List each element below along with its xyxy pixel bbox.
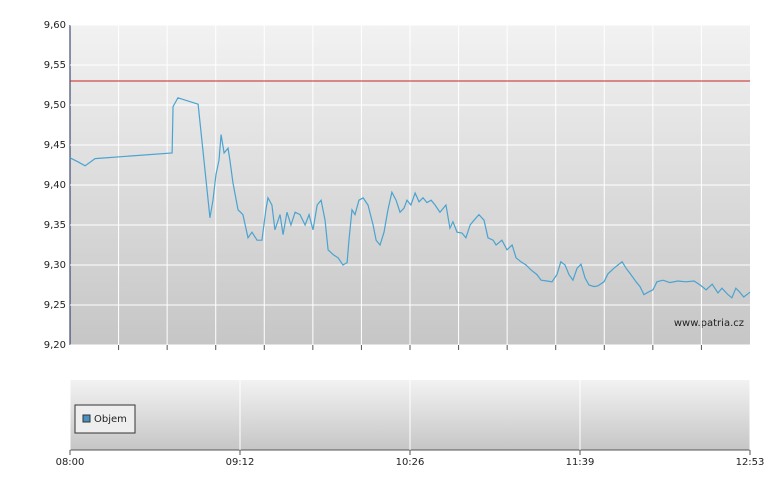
price-line (69, 97, 751, 299)
y-tick-label: 9,60 (44, 20, 66, 31)
legend-label: Objem (94, 414, 127, 425)
y-tick-label: 9,20 (44, 340, 66, 351)
x-tick-label: 12:53 (736, 457, 765, 468)
y-tick-label: 9,35 (44, 220, 66, 231)
y-tick-label: 9,50 (44, 100, 66, 111)
x-tick-label: 09:12 (226, 457, 255, 468)
y-tick-label: 9,30 (44, 260, 66, 271)
watermark: www.patria.cz (674, 318, 744, 329)
x-tick-label: 10:26 (396, 457, 425, 468)
y-tick-label: 9,40 (44, 180, 66, 191)
legend-box (74, 404, 136, 434)
y-tick-label: 9,45 (44, 140, 66, 151)
x-tick-label: 08:00 (56, 457, 85, 468)
x-tick-label: 11:39 (566, 457, 595, 468)
y-tick-label: 9,55 (44, 60, 66, 71)
y-tick-label: 9,25 (44, 300, 66, 311)
legend-swatch (82, 414, 91, 423)
